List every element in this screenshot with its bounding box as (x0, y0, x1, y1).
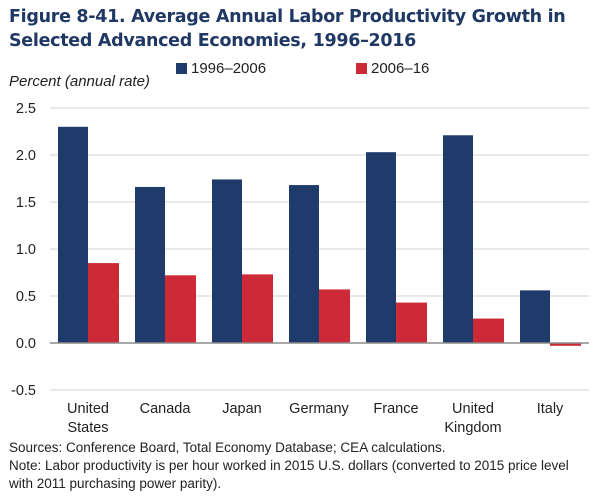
bar-2006-16 (88, 263, 119, 343)
bar-2006-16 (396, 302, 427, 343)
bar-1996-2006 (135, 186, 165, 343)
bar-1996-2006 (366, 152, 396, 343)
x-tick-label: Canada (140, 401, 192, 417)
bar-1996-2006 (212, 179, 242, 343)
bar-2006-16 (319, 289, 350, 343)
bar-2006-16 (165, 275, 196, 343)
x-tick-label: Italy (537, 401, 564, 417)
y-tick-label: 1.0 (16, 242, 36, 258)
y-tick-label: 2.5 (16, 101, 36, 117)
bar-2006-16 (550, 343, 581, 346)
bar-1996-2006 (289, 185, 319, 343)
x-tick-label: United (67, 401, 109, 417)
note-line-2: with 2011 purchasing power parity). (9, 476, 222, 491)
legend-item-series-1: 1996–2006 (176, 60, 266, 77)
y-tick-label: 2.0 (16, 148, 36, 164)
legend-label-series-1: 1996–2006 (191, 60, 267, 77)
bar-2006-16 (473, 318, 504, 343)
y-tick-label: 1.5 (16, 195, 36, 211)
x-tick-label: States (67, 420, 108, 436)
x-tick-label: France (373, 401, 418, 417)
note-line-1: Note: Labor productivity is per hour wor… (9, 458, 569, 473)
x-tick-label: Kingdom (444, 420, 501, 436)
legend-label-series-2: 2006–16 (371, 60, 430, 77)
legend-swatch-series-1 (176, 63, 187, 74)
legend-item-series-2: 2006–16 (356, 60, 429, 77)
x-tick-label: Germany (289, 401, 349, 417)
bar-1996-2006 (520, 290, 550, 343)
bar-1996-2006 (58, 126, 88, 343)
y-tick-label: 0.0 (16, 336, 36, 352)
chart-title: Figure 8-41. Average Annual Labor Produc… (9, 7, 566, 51)
y-tick-label: -0.5 (11, 383, 36, 399)
x-tick-label: United (452, 401, 494, 417)
y-axis-label: Percent (annual rate) (9, 73, 150, 90)
bar-1996-2006 (443, 135, 473, 343)
y-tick-label: 0.5 (16, 289, 36, 305)
x-tick-label: Japan (222, 401, 262, 417)
sources-note: Sources: Conference Board, Total Economy… (9, 440, 446, 455)
legend-swatch-series-2 (356, 63, 367, 74)
bar-2006-16 (242, 274, 273, 343)
